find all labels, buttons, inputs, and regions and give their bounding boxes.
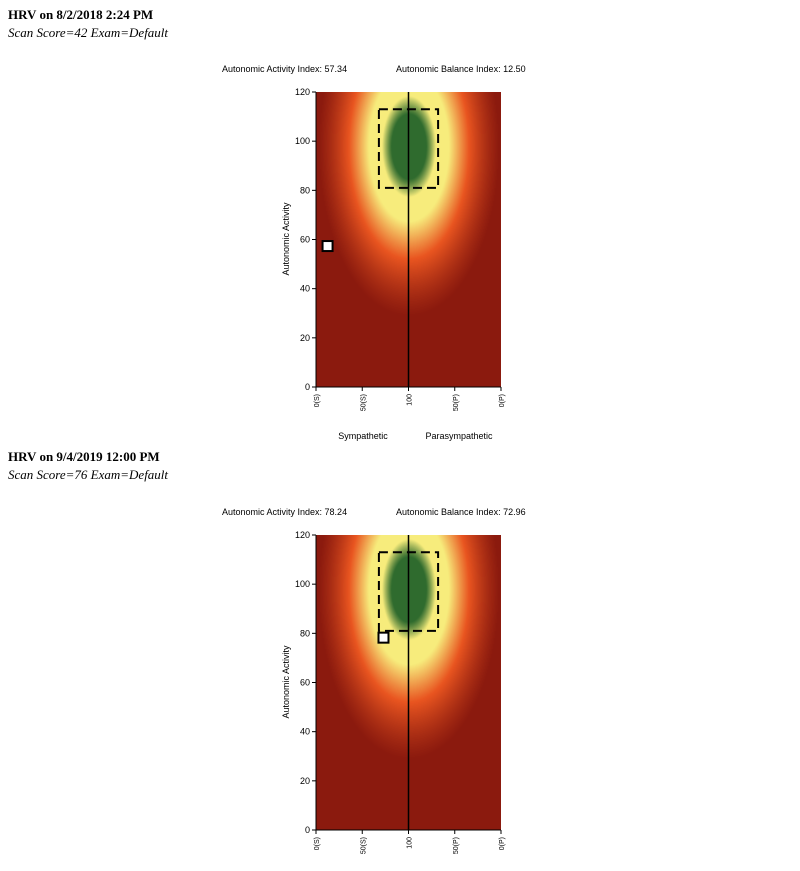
x-tick-label: 50(S) bbox=[360, 394, 367, 411]
y-tick-label: 120 bbox=[295, 530, 310, 540]
x-tick-label: 50(P) bbox=[453, 394, 460, 411]
report-title: HRV on 8/2/2018 2:24 PM bbox=[8, 7, 154, 22]
report-subtitle: Scan Score=42 Exam=Default bbox=[8, 25, 169, 40]
x-tick-label: 100 bbox=[407, 394, 414, 406]
autonomic-balance-index: Autonomic Balance Index: 72.96 bbox=[396, 507, 526, 517]
x-tick-label: 0(S) bbox=[314, 394, 321, 407]
y-axis-label: Autonomic Activity bbox=[281, 645, 291, 719]
y-tick-label: 100 bbox=[295, 579, 310, 589]
x-tick-label: 50(S) bbox=[360, 837, 367, 854]
target-zone bbox=[377, 108, 440, 189]
hrv-point-marker bbox=[377, 631, 390, 644]
y-tick-label: 120 bbox=[295, 87, 310, 97]
report-subtitle: Scan Score=76 Exam=Default bbox=[8, 467, 169, 482]
y-axis-label: Autonomic Activity bbox=[281, 202, 291, 276]
x-tick-label: 0(P) bbox=[499, 837, 506, 850]
x-tick-label: 50(P) bbox=[453, 837, 460, 854]
y-tick-label: 40 bbox=[300, 727, 310, 737]
y-tick-label: 20 bbox=[300, 776, 310, 786]
y-tick-label: 0 bbox=[305, 382, 310, 392]
x-tick-label: 0(P) bbox=[499, 394, 506, 407]
x-tick-label: 0(S) bbox=[314, 837, 321, 850]
y-tick-label: 100 bbox=[295, 136, 310, 146]
autonomic-activity-index: Autonomic Activity Index: 57.34 bbox=[222, 64, 347, 74]
target-zone bbox=[377, 551, 440, 632]
y-tick-label: 40 bbox=[300, 284, 310, 294]
hrv-chart: Autonomic Activity Index: 78.24 Autonomi… bbox=[222, 507, 526, 854]
report-title: HRV on 9/4/2019 12:00 PM bbox=[8, 449, 160, 464]
hrv-chart: Autonomic Activity Index: 57.34 Autonomi… bbox=[222, 64, 526, 441]
y-tick-label: 20 bbox=[300, 333, 310, 343]
hrv-report: HRV on 8/2/2018 2:24 PM Scan Score=42 Ex… bbox=[8, 7, 408, 41]
hrv-point-marker bbox=[321, 240, 334, 253]
y-tick-label: 60 bbox=[300, 235, 310, 245]
x-axis-label-parasympathetic: Parasympathetic bbox=[425, 431, 493, 441]
x-axis-label-sympathetic: Sympathetic bbox=[338, 431, 388, 441]
hrv-report: HRV on 9/4/2019 12:00 PM Scan Score=76 E… bbox=[8, 449, 408, 483]
y-tick-label: 80 bbox=[300, 185, 310, 195]
autonomic-balance-index: Autonomic Balance Index: 12.50 bbox=[396, 64, 526, 74]
autonomic-activity-index: Autonomic Activity Index: 78.24 bbox=[222, 507, 347, 517]
y-tick-label: 0 bbox=[305, 825, 310, 835]
x-tick-label: 100 bbox=[407, 837, 414, 849]
y-tick-label: 80 bbox=[300, 628, 310, 638]
y-tick-label: 60 bbox=[300, 678, 310, 688]
